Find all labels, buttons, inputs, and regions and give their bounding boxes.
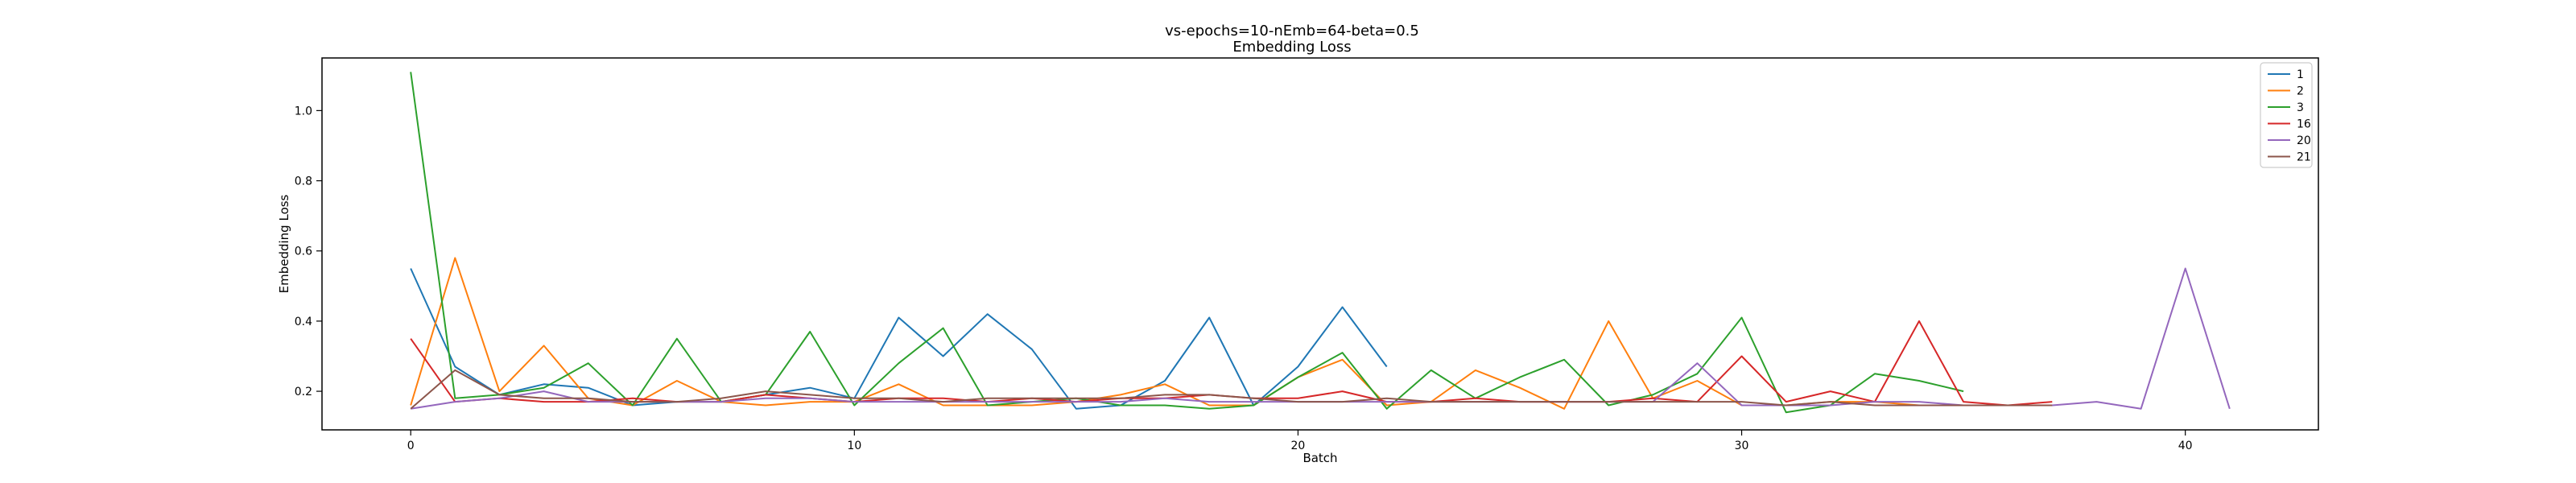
legend-label: 3 <box>2297 101 2304 114</box>
x-tick-label: 40 <box>2178 440 2193 452</box>
y-tick-label: 0.4 <box>295 316 312 328</box>
x-axis: 0 10 20 30 40 <box>407 430 2193 452</box>
x-tick-label: 0 <box>407 440 415 452</box>
legend-label: 21 <box>2297 151 2311 164</box>
plot-area <box>321 57 2319 431</box>
y-tick-label: 0.6 <box>295 246 312 258</box>
chart-title: vs-epochs=10-nEmb=64-beta=0.5 <box>1165 23 1419 39</box>
series-line-3 <box>410 72 1964 414</box>
series-layer <box>410 72 2231 414</box>
y-tick-label: 1.0 <box>295 105 312 118</box>
legend-label: 2 <box>2297 85 2304 98</box>
legend-items: 1 2 3 16 20 21 <box>2268 68 2311 164</box>
x-axis-label: Batch <box>1302 451 1337 465</box>
y-axis-label: Embedding Loss <box>277 194 291 293</box>
legend-box <box>2260 62 2313 168</box>
y-tick-label: 0.2 <box>295 386 312 398</box>
legend: 1 2 3 16 20 21 <box>2260 62 2313 168</box>
y-tick-label: 0.8 <box>295 175 312 188</box>
legend-label: 1 <box>2297 68 2304 81</box>
x-tick-label: 20 <box>1291 440 1306 452</box>
x-tick-label: 10 <box>847 440 861 452</box>
x-tick-label: 30 <box>1735 440 1749 452</box>
legend-label: 16 <box>2297 118 2311 131</box>
y-axis: 0.2 0.4 0.6 0.8 1.0 <box>295 105 322 398</box>
series-line-1 <box>410 268 1388 410</box>
chart-subtitle: Embedding Loss <box>1232 39 1351 56</box>
legend-label: 20 <box>2297 134 2311 147</box>
series-line-21 <box>410 369 2053 410</box>
